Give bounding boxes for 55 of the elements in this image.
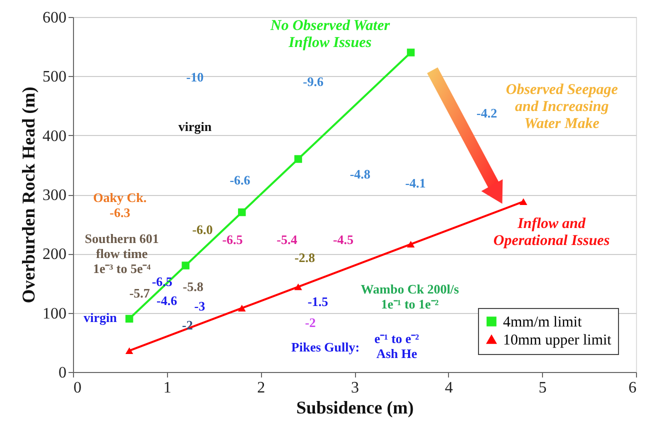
x-tick-label: 4 (444, 380, 453, 396)
annotation: Oaky Ck. -6.3 (93, 190, 147, 220)
point (238, 304, 246, 312)
x-tick-label: 3 (351, 380, 359, 396)
x-tick-label: 5 (538, 380, 547, 396)
annotation: -4.5 (332, 232, 354, 248)
legend-label: 4mm/m limit (503, 314, 583, 330)
point (238, 208, 246, 216)
point (294, 155, 302, 163)
point (406, 240, 415, 248)
annotation: virgin (178, 119, 212, 134)
annotation: -4.1 (405, 175, 426, 190)
annotation: -4.6 (156, 293, 178, 308)
annotation: -3 (194, 298, 206, 314)
point (125, 314, 134, 323)
point (520, 198, 528, 205)
x-tick-label: 2 (257, 380, 266, 396)
y-tick-label: 300 (42, 187, 66, 204)
annotation: -2.8 (294, 250, 316, 265)
point (406, 48, 415, 56)
point (182, 262, 190, 270)
y-tick-label: 400 (42, 128, 66, 145)
annotation: e⁻¹ to e⁻² Ash He (374, 330, 420, 361)
annotation: -4.2 (476, 105, 498, 120)
x-tick-label: 0 (74, 380, 82, 396)
annotation: Wambo Ck 200l/s 1e⁻¹ to 1e⁻² (360, 281, 459, 312)
annotation: -6.6 (230, 172, 251, 188)
x-axis-title: Subsidence (m) (296, 398, 414, 418)
annotation: Inflow and Operational Issues (493, 216, 610, 249)
annotation: -6.0 (192, 222, 213, 237)
annotation: -10 (186, 69, 204, 84)
annotation: -2 (304, 314, 316, 330)
annotation: Observed Seepage and Increasing Water Make (506, 82, 618, 132)
annotation: -5.7 (129, 285, 150, 300)
y-tick-label: 100 (42, 305, 66, 322)
annotation: -5.4 (276, 232, 298, 248)
x-tick-label: 1 (163, 380, 172, 396)
annotation: Pikes Gully: (291, 340, 360, 355)
y-axis-title: Overburden Rock Head (m) (18, 86, 38, 304)
annotation: -6.5 (222, 232, 244, 248)
y-tick-label: 500 (42, 68, 66, 86)
point (294, 283, 302, 290)
annotation: virgin (84, 310, 118, 326)
annotation: -4.8 (350, 166, 371, 182)
annotation: No Observed Water Inflow Issues (269, 18, 390, 52)
legend-label: 10mm upper limit (503, 332, 612, 348)
y-tick-label: 600 (42, 10, 66, 26)
annotation: Southern 601 flow time 1e⁻³ to 5e⁻⁴ (84, 230, 159, 276)
point (125, 347, 134, 354)
y-tick-label: 200 (42, 246, 66, 264)
annotation: -5.8 (182, 278, 204, 294)
x-tick-label: 6 (628, 380, 636, 396)
y-tick-label: 0 (58, 364, 66, 382)
annotation: -9.6 (302, 74, 324, 90)
annotation: -1.5 (308, 294, 329, 310)
